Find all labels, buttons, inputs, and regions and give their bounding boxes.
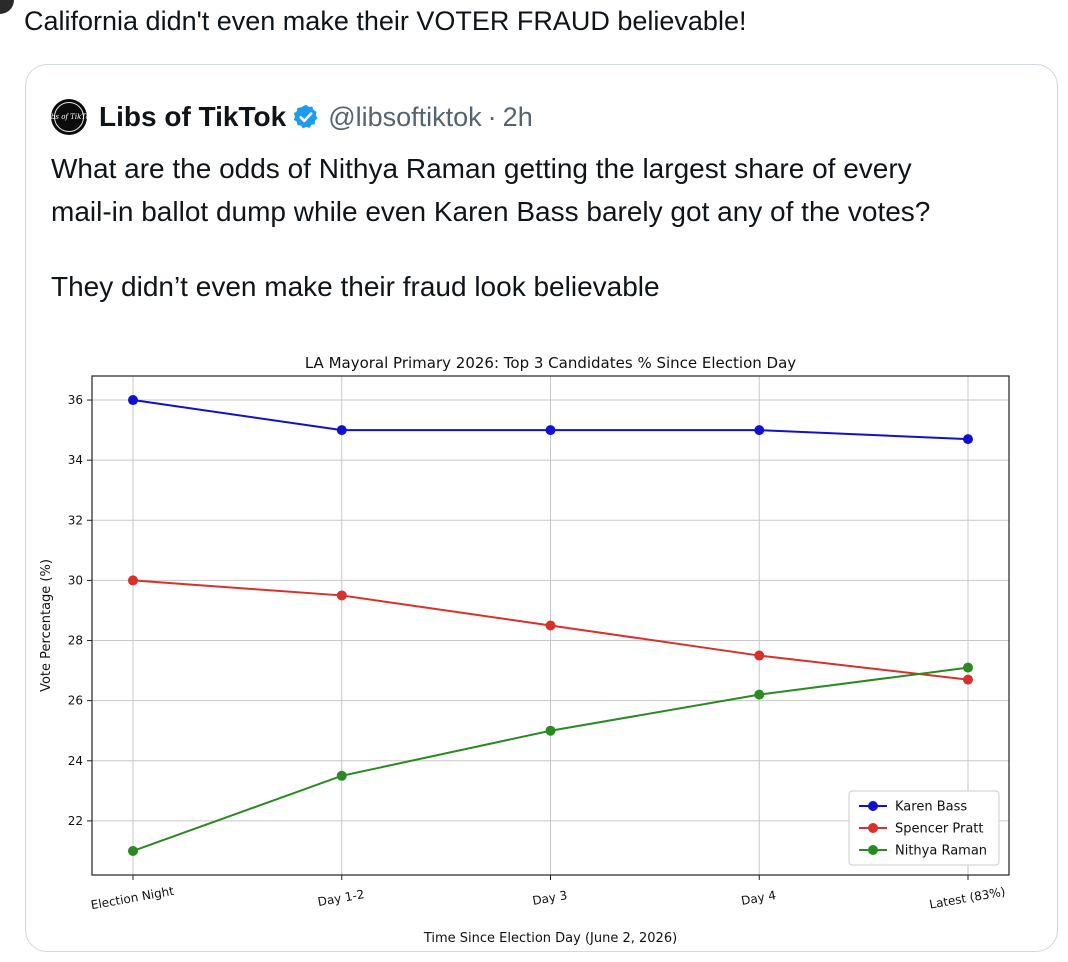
- data-point: [545, 425, 556, 436]
- y-tick-label: 32: [68, 513, 83, 527]
- data-point: [128, 575, 138, 586]
- quoted-body-line: mail-in ballot dump while even Karen Bas…: [51, 196, 931, 227]
- data-point: [754, 689, 765, 700]
- data-point: [963, 674, 973, 685]
- line-chart: LA Mayoral Primary 2026: Top 3 Candidate…: [39, 354, 1010, 946]
- data-point: [336, 770, 347, 781]
- y-tick-label: 36: [68, 393, 83, 407]
- data-point: [963, 434, 973, 445]
- legend-label: Spencer Pratt: [895, 822, 983, 837]
- data-point: [336, 425, 347, 436]
- avatar-logo-text: Libs of TikTok: [51, 102, 87, 132]
- data-point: [545, 725, 556, 736]
- y-tick-label: 28: [68, 634, 83, 648]
- quoted-tweet-body: What are the odds of Nithya Raman gettin…: [51, 147, 1041, 308]
- quoted-tweet-header: Libs of TikTok Libs of TikTok @libsoftik…: [51, 97, 533, 137]
- y-tick-label: 26: [68, 694, 83, 708]
- data-point: [754, 425, 765, 436]
- x-tick-label: Day 3: [531, 888, 568, 908]
- avatar[interactable]: [0, 0, 14, 14]
- verified-badge-icon: [294, 104, 318, 129]
- x-tick-label: Day 1-2: [317, 887, 366, 909]
- separator-dot: ·: [487, 101, 497, 132]
- x-axis-label: Time Since Election Day (June 2, 2026): [423, 931, 677, 946]
- data-point: [336, 590, 347, 601]
- quoted-body-line: What are the odds of Nithya Raman gettin…: [51, 153, 912, 184]
- data-point: [754, 650, 765, 661]
- legend-swatch-marker: [868, 823, 878, 833]
- data-point: [128, 395, 138, 406]
- data-point: [963, 662, 973, 673]
- legend-label: Nithya Raman: [895, 844, 987, 859]
- y-tick-label: 22: [68, 814, 83, 828]
- legend-box: [848, 790, 1000, 866]
- chart-image[interactable]: LA Mayoral Primary 2026: Top 3 Candidate…: [26, 345, 1057, 951]
- quoted-author-name[interactable]: Libs of TikTok: [99, 101, 287, 132]
- y-axis-label: Vote Percentage (%): [39, 559, 54, 692]
- x-tick-label: Day 4: [740, 888, 777, 908]
- quoted-timestamp[interactable]: 2h: [502, 101, 533, 132]
- data-point: [545, 620, 556, 631]
- data-point: [128, 845, 138, 856]
- post-text: California didn't even make their VOTER …: [24, 6, 747, 36]
- quoted-author-handle[interactable]: @libsoftiktok: [328, 101, 482, 132]
- chart-title: LA Mayoral Primary 2026: Top 3 Candidate…: [305, 354, 796, 372]
- quoted-body-line: They didn’t even make their fraud look b…: [51, 271, 660, 302]
- quoted-author-avatar[interactable]: Libs of TikTok: [51, 99, 87, 135]
- y-tick-label: 24: [68, 754, 83, 768]
- legend-label: Karen Bass: [895, 800, 967, 815]
- legend-swatch-marker: [868, 801, 878, 811]
- quoted-tweet-card[interactable]: Libs of TikTok Libs of TikTok @libsoftik…: [25, 64, 1058, 952]
- x-tick-label: Latest (83%): [928, 884, 1006, 911]
- y-tick-label: 34: [68, 453, 83, 467]
- x-tick-label: Election Night: [90, 884, 175, 912]
- legend-swatch-marker: [868, 845, 878, 855]
- y-tick-label: 30: [68, 573, 83, 587]
